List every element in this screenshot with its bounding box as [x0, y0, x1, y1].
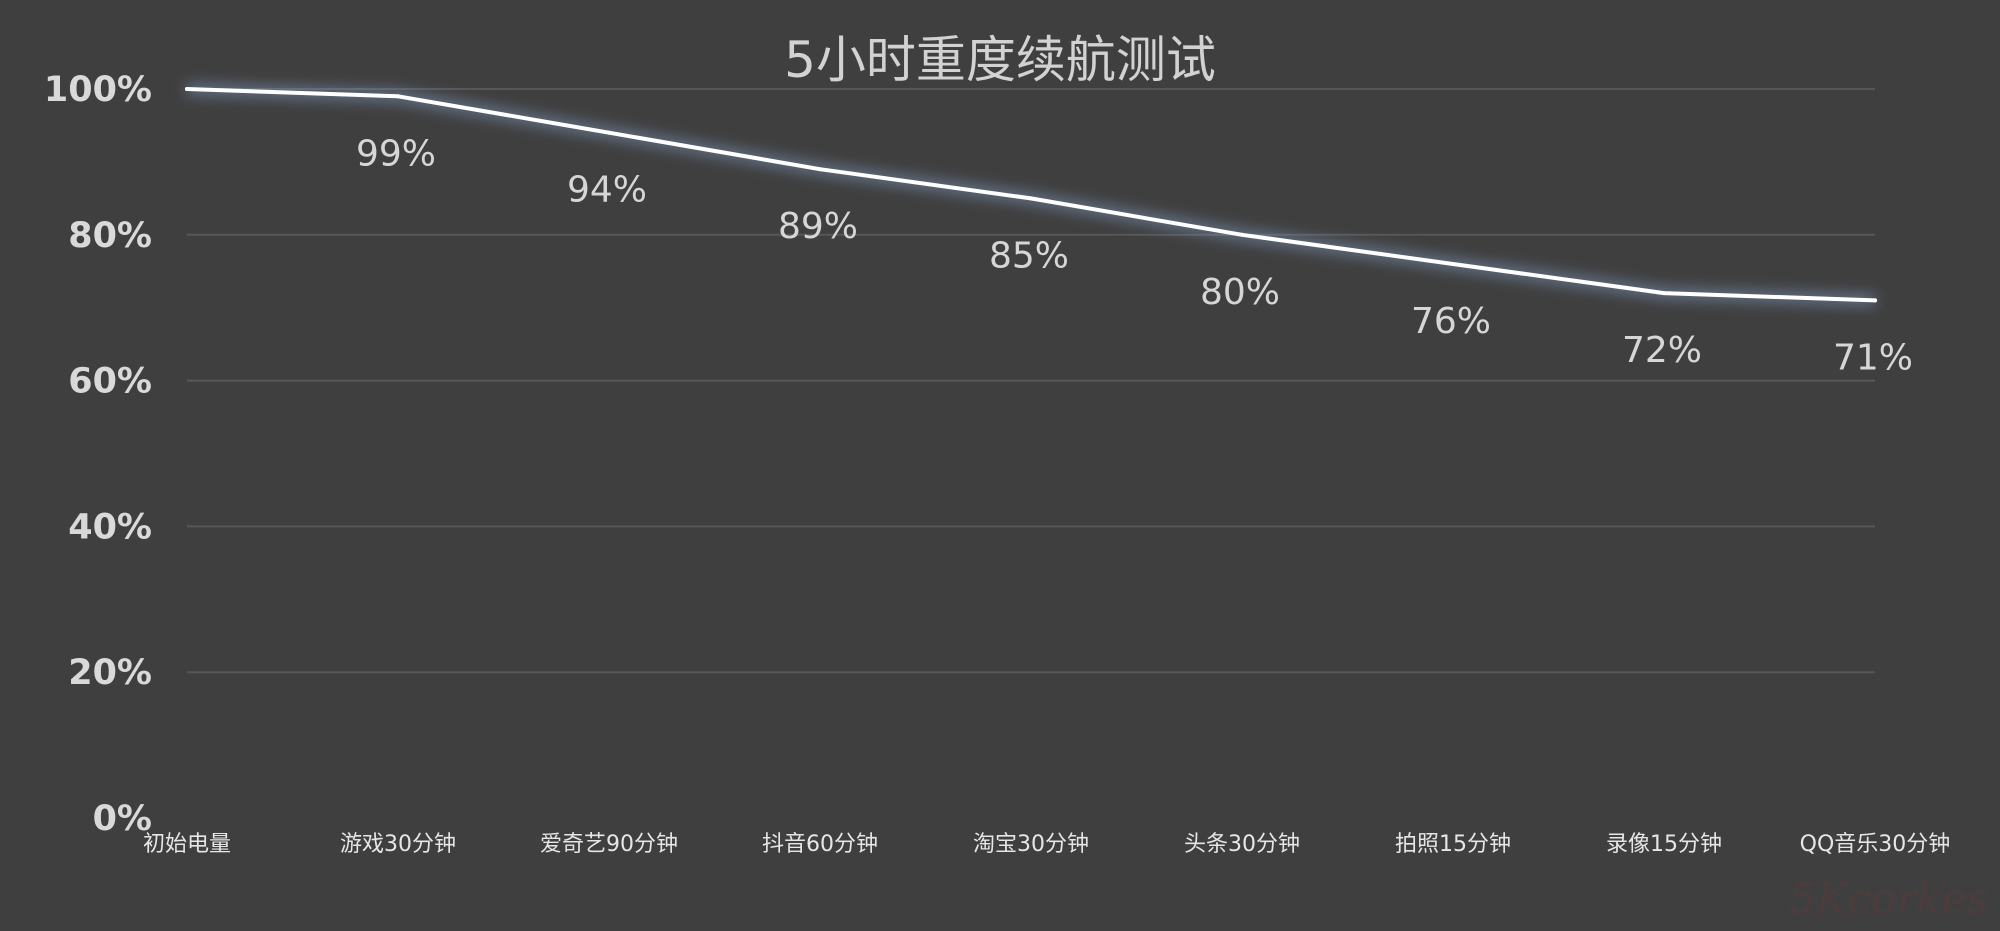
watermark-logo: 5Kcorkes: [1789, 874, 1988, 923]
data-point: [1873, 298, 1877, 303]
y-tick-label: 40%: [68, 507, 152, 547]
x-tick-label: QQ音乐30分钟: [1800, 832, 1951, 857]
data-label: 71%: [1833, 337, 1913, 378]
y-tick-label: 80%: [68, 216, 152, 256]
chart-title: 5小时重度续航测试: [784, 31, 1216, 89]
x-tick-label: 游戏30分钟: [340, 832, 456, 857]
data-label: 76%: [1411, 301, 1491, 342]
data-label: 94%: [567, 170, 647, 211]
y-axis-ticks: 0% 20% 40% 60% 80% 100%: [44, 70, 152, 839]
x-axis-ticks: 初始电量 游戏30分钟 爱奇艺90分钟 抖音60分钟 淘宝30分钟 头条30分钟 拍照15分…: [143, 832, 1950, 857]
data-label: 80%: [1200, 272, 1280, 313]
x-tick-label: 抖音60分钟: [762, 832, 878, 857]
x-tick-label: 录像15分钟: [1606, 832, 1722, 857]
x-tick-label: 淘宝30分钟: [973, 832, 1089, 857]
data-point: [185, 87, 189, 91]
x-tick-label: 头条30分钟: [1184, 832, 1300, 857]
data-point: [1029, 196, 1033, 201]
y-tick-label: 20%: [68, 653, 152, 693]
data-label: 72%: [1622, 330, 1702, 371]
data-point: [1451, 261, 1455, 266]
data-point: [396, 94, 400, 99]
y-tick-label: 60%: [68, 362, 152, 402]
data-point: [1240, 232, 1244, 237]
data-label: 89%: [778, 206, 858, 247]
gridlines: [187, 88, 1875, 674]
y-tick-label: 100%: [44, 70, 152, 110]
series-line-group: [185, 84, 1877, 306]
data-point: [818, 167, 822, 172]
data-label: 99%: [356, 133, 436, 174]
x-tick-label: 拍照15分钟: [1395, 832, 1511, 857]
data-labels: 99% 94% 89% 85% 80% 76% 72% 71%: [356, 133, 1913, 378]
data-label: 85%: [989, 235, 1069, 276]
y-tick-label: 0%: [93, 799, 152, 839]
data-point: [1662, 291, 1666, 296]
x-tick-label: 爱奇艺90分钟: [540, 832, 678, 857]
data-point: [607, 130, 611, 135]
x-tick-label: 初始电量: [143, 832, 231, 857]
